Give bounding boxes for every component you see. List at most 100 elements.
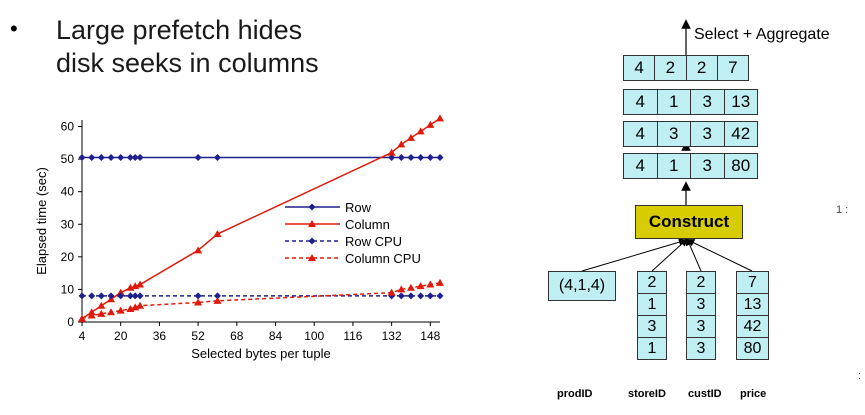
y-axis-label: Elapsed time (sec) — [34, 167, 49, 275]
data-point — [78, 292, 86, 300]
data-point — [387, 288, 396, 296]
cell: 7 — [716, 56, 748, 80]
data-point — [417, 292, 425, 300]
label-storeid: storeID — [628, 388, 666, 400]
cell: 2 — [685, 56, 717, 80]
column-value: 2 — [647, 274, 657, 291]
x-tick-label: 20 — [114, 329, 128, 343]
x-axis-label: Selected bytes per tuple — [191, 346, 330, 361]
data-point — [213, 292, 221, 300]
x-tick-label: 4 — [79, 329, 86, 343]
data-point — [406, 283, 415, 291]
x-tick-label: 36 — [153, 329, 167, 343]
data-point — [436, 153, 444, 161]
data-point — [426, 292, 434, 300]
custid-column: 2 3 3 3 — [686, 271, 716, 360]
data-point — [426, 280, 435, 288]
column-value: 42 — [737, 315, 768, 337]
column-value: 3 — [687, 315, 715, 337]
data-point — [97, 153, 105, 161]
data-point — [308, 237, 316, 245]
data-point — [308, 254, 316, 261]
data-point — [116, 306, 125, 314]
elapsed-time-chart: 0 10 20 30 40 50 60 4 20 36 52 68 84 100 116 132 148 Sele… — [34, 114, 444, 361]
data-point — [416, 127, 425, 135]
label-custid: custID — [688, 388, 722, 400]
series-line — [81, 117, 441, 320]
legend-label: Column CPU — [345, 251, 421, 266]
y-tick-label: 20 — [61, 250, 75, 264]
cell: 13 — [723, 90, 758, 114]
column-value: 7 — [748, 274, 757, 291]
edge-mark-2: : — [858, 370, 862, 382]
data-point — [97, 301, 106, 309]
cell: 1 — [656, 154, 691, 178]
x-tick-label: 100 — [304, 329, 324, 343]
cell: 3 — [690, 154, 724, 178]
arrow-prod-to-construct — [581, 238, 687, 272]
y-tick-label: 60 — [61, 120, 75, 134]
legend-label: Row — [345, 200, 372, 215]
data-point — [387, 148, 396, 156]
data-point — [406, 133, 415, 141]
data-point — [397, 140, 406, 148]
bullet-text: Large prefetch hides disk seeks in colum… — [56, 14, 319, 80]
data-point — [213, 153, 221, 161]
data-point — [388, 153, 396, 161]
cell: 4 — [635, 156, 645, 175]
data-point — [397, 292, 405, 300]
cell: 4 — [635, 124, 645, 143]
data-point — [136, 301, 145, 309]
label-price: price — [740, 388, 767, 400]
data-point — [407, 153, 415, 161]
data-point — [117, 292, 125, 300]
prodid-value: (4,1,4) — [548, 271, 616, 301]
data-point — [131, 153, 139, 161]
cell: 3 — [656, 122, 691, 146]
x-tick-label: 116 — [343, 329, 362, 343]
cell: 3 — [690, 90, 724, 114]
x-tick-label: 84 — [269, 329, 283, 343]
x-tick-label: 52 — [191, 329, 205, 343]
data-point — [416, 282, 425, 290]
data-point — [107, 308, 116, 316]
x-tick-label: 132 — [382, 329, 402, 343]
data-point — [136, 292, 144, 300]
data-point — [213, 296, 222, 304]
column-value: 3 — [687, 337, 715, 359]
data-point — [407, 292, 415, 300]
legend-label: Row CPU — [345, 234, 402, 249]
data-point — [194, 292, 202, 300]
data-point — [78, 314, 86, 322]
data-point — [436, 114, 444, 122]
data-point — [417, 153, 425, 161]
data-point — [88, 292, 96, 300]
data-point — [397, 153, 405, 161]
data-point — [107, 292, 115, 300]
column-value: 3 — [638, 315, 666, 337]
y-tick-label: 30 — [61, 217, 75, 231]
y-tick-label: 50 — [61, 152, 75, 166]
data-point — [213, 230, 222, 238]
data-point — [194, 246, 203, 254]
edge-mark-1: 1 : — [836, 204, 849, 216]
select-aggregate-label: Select + Aggregate — [694, 26, 830, 43]
cell: 3 — [690, 122, 724, 146]
data-point — [136, 280, 145, 288]
data-point — [426, 120, 435, 128]
data-point — [397, 285, 406, 293]
data-point — [97, 309, 106, 317]
y-tick-label: 40 — [61, 185, 75, 199]
data-point — [436, 292, 444, 300]
data-point — [131, 292, 139, 300]
bullet-line-1: Large prefetch hides — [56, 15, 303, 45]
y-tick-label: 0 — [67, 315, 74, 329]
data-point — [88, 153, 96, 161]
data-point — [426, 153, 434, 161]
column-value: 1 — [638, 293, 666, 315]
cell: 1 — [656, 90, 691, 114]
data-point — [117, 153, 125, 161]
result-row-4: 4 1 3 80 — [623, 153, 758, 179]
bullet-marker: • — [10, 16, 18, 41]
